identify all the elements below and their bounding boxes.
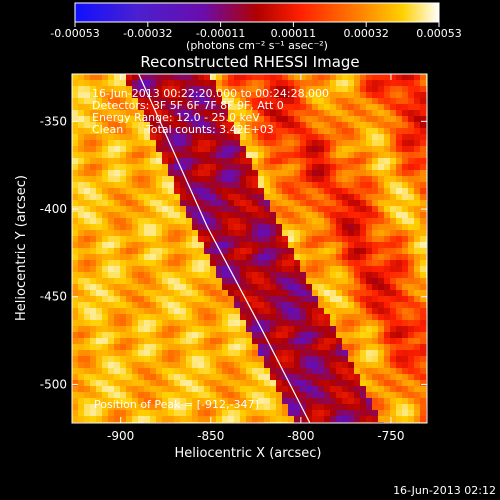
chart-title: Reconstructed RHESSI Image xyxy=(140,53,359,71)
x-tick-label: -800 xyxy=(287,429,314,443)
annotation-detectors: Detectors: 3F 5F 6F 7F 8F 9F, Att 0 xyxy=(92,99,284,112)
y-tick-label: -500 xyxy=(40,377,67,391)
annotation-method: Clean xyxy=(92,123,123,136)
y-tick-label: -450 xyxy=(40,290,67,304)
solar-limb-line xyxy=(138,74,311,423)
x-tick-label: -750 xyxy=(377,429,404,443)
annotation-energy: Energy Range: 12.0 - 25.0 keV xyxy=(92,111,260,124)
x-axis-title: Heliocentric X (arcsec) xyxy=(175,446,322,461)
heatmap-image xyxy=(72,74,427,423)
annotation-time-range: 16-Jun-2013 00:22:20.000 to 00:24:28.000 xyxy=(92,87,329,100)
colorbar-tick-label: -0.00011 xyxy=(196,27,245,40)
colorbar-tick-label: 0.00032 xyxy=(343,27,389,40)
x-tick-label: -900 xyxy=(107,429,134,443)
x-axis-ticks: -900 -850 -800 -750 xyxy=(107,74,405,443)
x-tick-label: -850 xyxy=(197,429,224,443)
colorbar-tick-label: 0.00053 xyxy=(416,27,462,40)
y-axis-ticks: -350 -400 -450 -500 xyxy=(40,114,427,391)
colorbar xyxy=(74,2,440,23)
footer-timestamp: 16-Jun-2013 02:12 xyxy=(393,484,496,497)
annotation-counts: Total counts: 3.42E+03 xyxy=(145,123,274,136)
y-tick-label: -400 xyxy=(40,202,67,216)
colorbar-unit-label: (photons cm⁻² s⁻¹ asec⁻²) xyxy=(186,39,328,52)
colorbar-tick-label: -0.00032 xyxy=(123,27,172,40)
annotation-peak-position: Position of Peak = [-912,-347] xyxy=(94,398,259,411)
plot-frame xyxy=(71,73,428,424)
y-axis-title: Heliocentric Y (arcsec) xyxy=(14,175,29,321)
colorbar-tick-label: 0.00011 xyxy=(271,27,317,40)
colorbar-tick-label: -0.00053 xyxy=(50,27,99,40)
y-tick-label: -350 xyxy=(40,114,67,128)
colorbar-ticks: -0.00053 -0.00032 -0.00011 0.00011 0.00032 0.… xyxy=(50,22,462,40)
